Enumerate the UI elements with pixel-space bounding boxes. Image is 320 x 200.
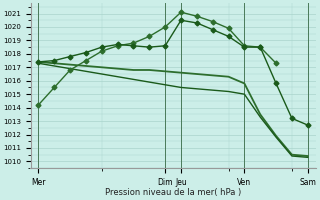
X-axis label: Pression niveau de la mer( hPa ): Pression niveau de la mer( hPa ) bbox=[105, 188, 241, 197]
